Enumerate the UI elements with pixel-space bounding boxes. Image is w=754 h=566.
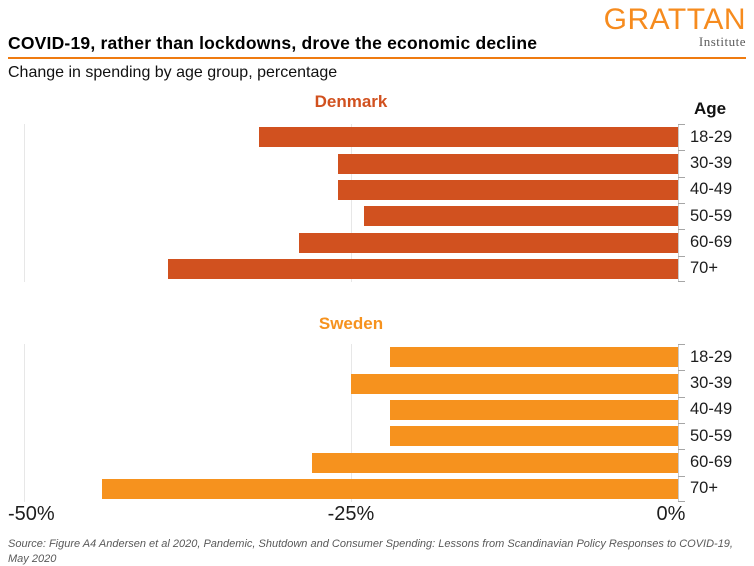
age-label-sweden-60-69: 60-69 <box>690 452 733 471</box>
axis-tick-denmark-4 <box>678 229 685 231</box>
bar-denmark-70+ <box>167 258 678 279</box>
age-label-sweden-50-59: 50-59 <box>690 426 733 445</box>
logo-wordmark: GRATTAN <box>603 3 746 36</box>
axis-tick-denmark-3 <box>678 203 685 204</box>
bar-sweden-60-69 <box>311 452 678 473</box>
axis-tick-sweden-5 <box>678 475 685 477</box>
bar-denmark-40-49 <box>337 179 678 200</box>
gridline-denmark--25 <box>351 124 352 282</box>
logo-subtitle: Institute <box>698 34 746 49</box>
age-axis-header: Age <box>694 99 727 118</box>
bar-sweden-70+ <box>102 478 678 499</box>
age-label-denmark-70+: 70+ <box>690 259 718 278</box>
age-label-denmark-18-29: 18-29 <box>690 127 733 146</box>
title-underline-rule <box>8 57 746 59</box>
gridline-sweden--25 <box>351 344 352 502</box>
x-axis-label-neg50: -50% <box>8 503 55 525</box>
axis-tick-denmark-5 <box>678 255 685 257</box>
axis-tick-sweden-3 <box>678 423 685 424</box>
bar-denmark-50-59 <box>364 206 678 227</box>
axis-tick-sweden-6 <box>678 501 685 502</box>
x-axis-label-zero: 0% <box>656 503 686 525</box>
axis-tick-sweden-2 <box>678 396 685 398</box>
gridline-denmark--50 <box>24 124 25 282</box>
bar-sweden-18-29 <box>390 347 678 368</box>
grattan-institute-logo: GRATTAN Institute <box>604 5 746 50</box>
age-label-sweden-40-49: 40-49 <box>690 400 733 419</box>
denmark-chart-title: Denmark <box>314 92 388 111</box>
age-label-denmark-30-39: 30-39 <box>690 153 733 172</box>
x-axis-label-neg25: -25% <box>327 503 375 525</box>
gridline-sweden--50 <box>24 344 25 502</box>
axis-tick-denmark-1 <box>678 150 685 152</box>
axis-tick-denmark-2 <box>678 176 685 178</box>
age-label-denmark-40-49: 40-49 <box>690 180 733 199</box>
bar-denmark-60-69 <box>298 232 678 253</box>
bar-sweden-30-39 <box>351 373 678 394</box>
axis-tick-sweden-0 <box>678 344 685 345</box>
bar-denmark-30-39 <box>337 153 678 174</box>
chart-subtitle: Change in spending by age group, percent… <box>8 64 338 81</box>
age-label-sweden-30-39: 30-39 <box>690 373 733 392</box>
age-label-sweden-18-29: 18-29 <box>690 347 733 366</box>
axis-tick-denmark-0 <box>678 124 685 125</box>
page-title: COVID-19, rather than lockdowns, drove t… <box>8 33 538 53</box>
sweden-bar-chart: 18-29 30-39 40-49 50-59 60-69 70+ <box>0 344 754 502</box>
denmark-bar-chart: 18-29 30-39 40-49 50-59 60-69 70+ <box>0 124 754 282</box>
source-citation: Source: Figure A4 Andersen et al 2020, P… <box>8 538 733 565</box>
axis-tick-denmark-6 <box>678 281 685 282</box>
axis-tick-sweden-1 <box>678 370 685 372</box>
sweden-chart-title: Sweden <box>318 314 384 333</box>
age-label-denmark-60-69: 60-69 <box>690 232 733 251</box>
bar-sweden-50-59 <box>390 426 678 447</box>
axis-tick-sweden-4 <box>678 449 685 451</box>
age-label-denmark-50-59: 50-59 <box>690 206 733 225</box>
bar-denmark-18-29 <box>259 127 678 148</box>
age-label-sweden-70+: 70+ <box>690 479 718 498</box>
bar-sweden-40-49 <box>390 399 678 420</box>
